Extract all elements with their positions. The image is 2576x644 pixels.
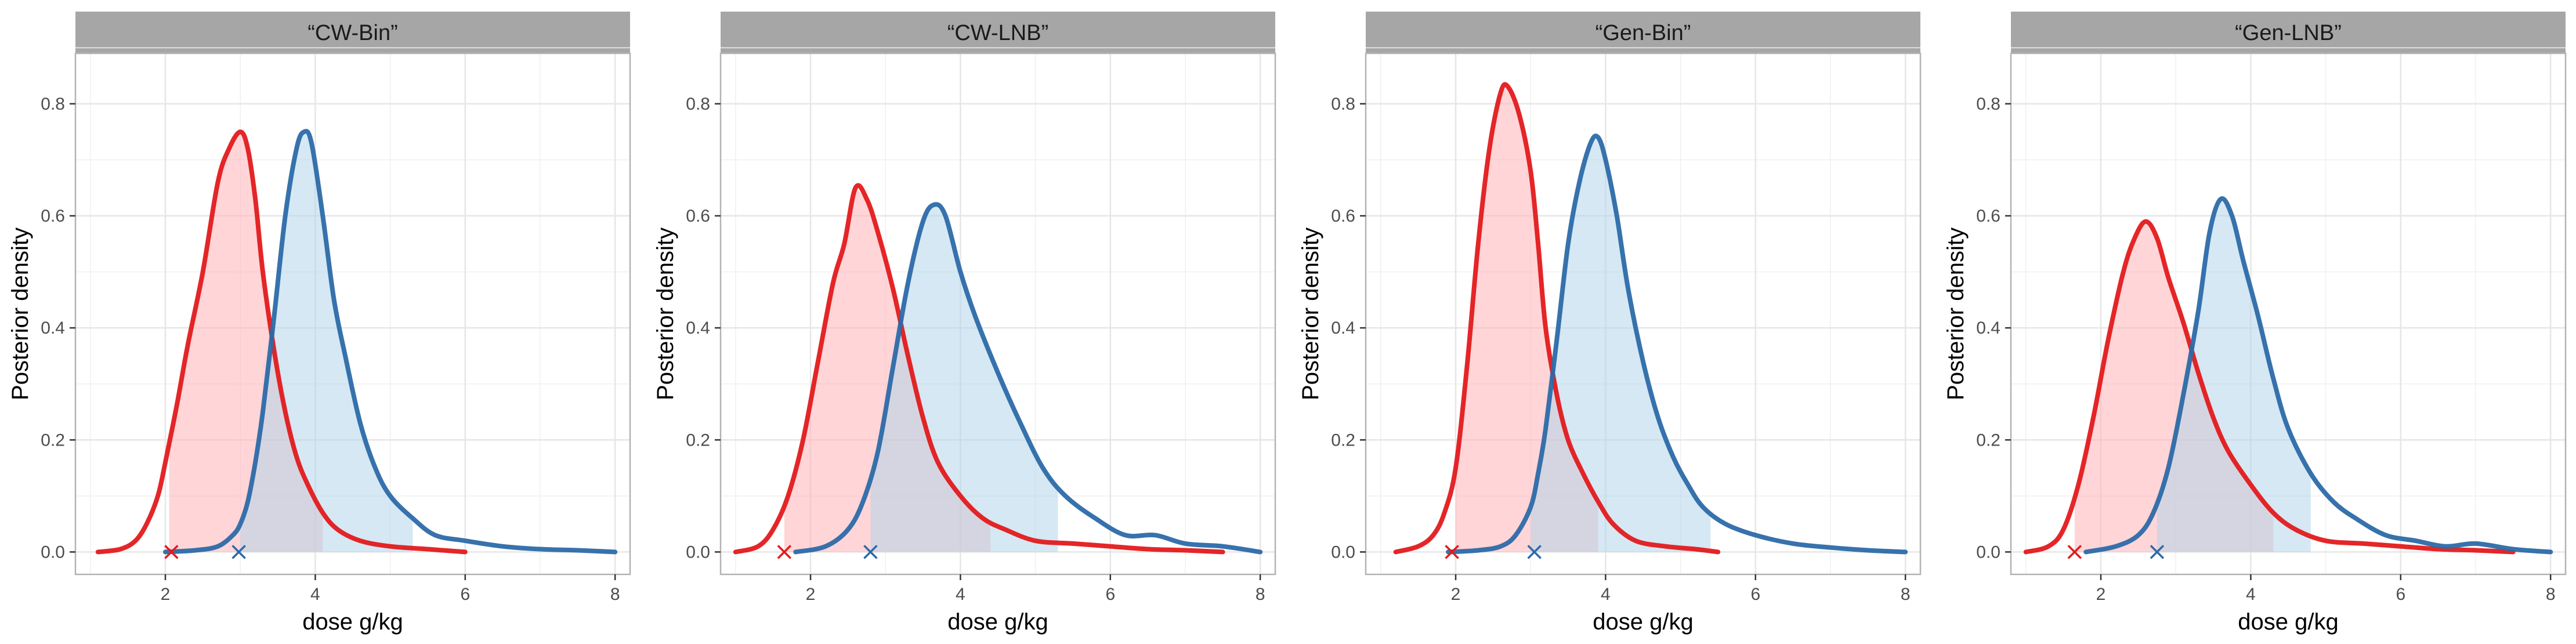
cross-marker-blue: [2150, 545, 2165, 559]
y-tick-label: 0.6: [1976, 207, 2000, 226]
y-tick-label: 0.8: [1331, 95, 1355, 114]
cross-stroke: [777, 545, 792, 559]
density-line-blue: [163, 129, 618, 555]
x-tick-label: 8: [1901, 585, 1911, 604]
y-tick-label: 0.4: [1976, 319, 2000, 338]
cross-marker-red: [1445, 545, 1459, 559]
y-tick-label: 0.0: [1331, 542, 1355, 562]
y-tick-label: 0.0: [41, 542, 65, 562]
y-tick-label: 0.6: [41, 207, 65, 226]
panel-strip: [1366, 12, 1920, 53]
x-axis-title: dose g/kg: [2238, 609, 2338, 635]
x-tick-label: 8: [610, 585, 620, 604]
cross-stroke: [164, 545, 179, 559]
x-tick-label: 6: [460, 585, 470, 604]
x-tick-label: 6: [2396, 585, 2405, 604]
panel-strip: [2011, 12, 2566, 53]
density-line-blue: [1446, 133, 1908, 555]
x-tick-label: 2: [161, 585, 171, 604]
x-tick-label: 4: [956, 585, 965, 604]
y-tick-label: 0.2: [41, 430, 65, 450]
panel-2: “CW-LNB” 0.0 0.2 0.4 0.6 0.8 2 4 6 8 dose g/kg Post…: [653, 12, 1276, 635]
hdi-area-blue: [2157, 200, 2311, 552]
y-tick-label: 0.0: [686, 542, 710, 562]
y-tick-label: 0.8: [41, 95, 65, 114]
y-tick-label: 0.6: [1331, 207, 1355, 226]
y-tick-label: 0.8: [1976, 95, 2000, 114]
x-tick-label: 2: [1451, 585, 1461, 604]
y-tick-label: 0.2: [686, 430, 710, 450]
cross-stroke: [1445, 545, 1459, 559]
panel-strip: [75, 12, 630, 53]
cross-marker-red: [2067, 545, 2082, 559]
x-tick-label: 8: [1256, 585, 1265, 604]
panel-3: “Gen-Bin” 0.0 0.2 0.4 0.6 0.8 2 4 6 8 dose g/kg Pos…: [1298, 12, 1922, 635]
panel-strip: [721, 12, 1275, 53]
y-tick-label: 0.2: [1976, 430, 2000, 450]
cross-stroke: [2150, 545, 2165, 559]
y-tick-label: 0.0: [1976, 542, 2000, 562]
density-line-red: [2023, 219, 2516, 555]
cross-stroke: [231, 545, 246, 559]
panel-title: “CW-Bin”: [307, 21, 398, 45]
y-axis-title: Posterior density: [1298, 227, 1323, 400]
cross-marker-blue: [231, 545, 246, 559]
panel-border: [74, 52, 631, 576]
x-tick-label: 4: [2246, 585, 2256, 604]
y-tick-label: 0.2: [1331, 430, 1355, 450]
x-tick-label: 2: [806, 585, 816, 604]
density-line-red: [95, 129, 468, 555]
panel-title: “Gen-Bin”: [1595, 21, 1691, 45]
y-tick-label: 0.4: [1331, 319, 1355, 338]
panel-1: “CW-Bin” 0.0 0.2 0.4 0.6 0.8 2 4 6 8 dose g/kg Post…: [8, 12, 631, 635]
cross-marker-red: [777, 545, 792, 559]
cross-marker-red: [164, 545, 179, 559]
panel-border: [719, 52, 1276, 576]
y-tick-label: 0.6: [686, 207, 710, 226]
y-axis-title: Posterior density: [653, 227, 678, 400]
x-tick-label: 6: [1105, 585, 1115, 604]
y-axis-title: Posterior density: [8, 227, 33, 400]
hdi-area-blue: [1531, 137, 1711, 552]
panel-title: “CW-LNB”: [947, 21, 1049, 45]
x-axis-title: dose g/kg: [947, 609, 1048, 635]
cross-stroke: [1527, 545, 1542, 559]
panel-4: “Gen-LNB” 0.0 0.2 0.4 0.6 0.8 2 4 6 8 dose g/kg Pos…: [1943, 12, 2567, 635]
y-tick-label: 0.8: [686, 95, 710, 114]
x-tick-label: 2: [2096, 585, 2106, 604]
density-line-red: [1393, 82, 1721, 555]
x-tick-label: 6: [1750, 585, 1760, 604]
panel-border: [1365, 52, 1922, 576]
panel-title: “Gen-LNB”: [2235, 21, 2342, 45]
density-line-blue: [793, 202, 1263, 555]
x-tick-label: 4: [310, 585, 320, 604]
x-axis-title: dose g/kg: [302, 609, 403, 635]
hdi-area-blue: [870, 205, 1058, 552]
x-axis-title: dose g/kg: [1593, 609, 1693, 635]
cross-stroke: [863, 545, 878, 559]
cross-marker-blue: [863, 545, 878, 559]
x-tick-label: 4: [1601, 585, 1611, 604]
y-tick-label: 0.4: [686, 319, 710, 338]
y-axis-title: Posterior density: [1943, 227, 1969, 400]
cross-stroke: [2067, 545, 2082, 559]
cross-marker-blue: [1527, 545, 1542, 559]
density-line-blue: [2083, 196, 2553, 555]
y-tick-label: 0.4: [41, 319, 65, 338]
density-line-red: [733, 183, 1225, 555]
x-tick-label: 8: [2546, 585, 2556, 604]
panel-border: [2010, 52, 2567, 576]
